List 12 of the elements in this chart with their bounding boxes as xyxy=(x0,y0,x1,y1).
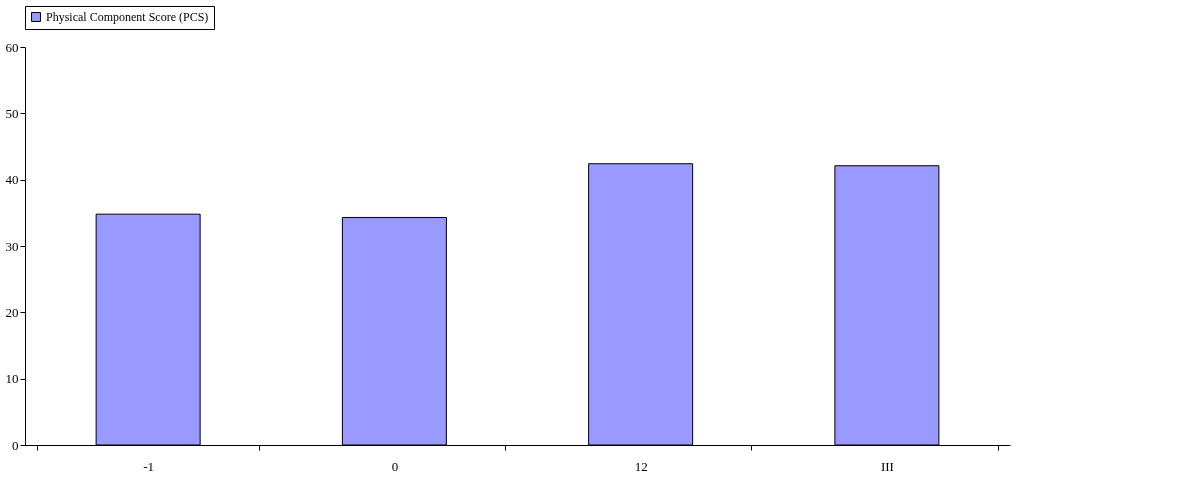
y-tick-label: 20 xyxy=(5,304,19,320)
y-tick-label: 60 xyxy=(5,39,19,55)
x-tick-label: 0 xyxy=(391,458,399,474)
y-tick-label: 50 xyxy=(5,105,19,121)
x-tick-label: -1 xyxy=(143,458,155,474)
y-tick-label: 10 xyxy=(5,371,19,387)
legend-label: Physical Component Score (PCS) xyxy=(46,10,209,24)
y-tick-label: 0 xyxy=(12,437,19,453)
y-tick-label: 40 xyxy=(5,172,19,188)
y-tick-label: 30 xyxy=(5,238,19,254)
x-tick-label: III xyxy=(880,458,894,474)
x-tick-label: 12 xyxy=(634,458,648,474)
